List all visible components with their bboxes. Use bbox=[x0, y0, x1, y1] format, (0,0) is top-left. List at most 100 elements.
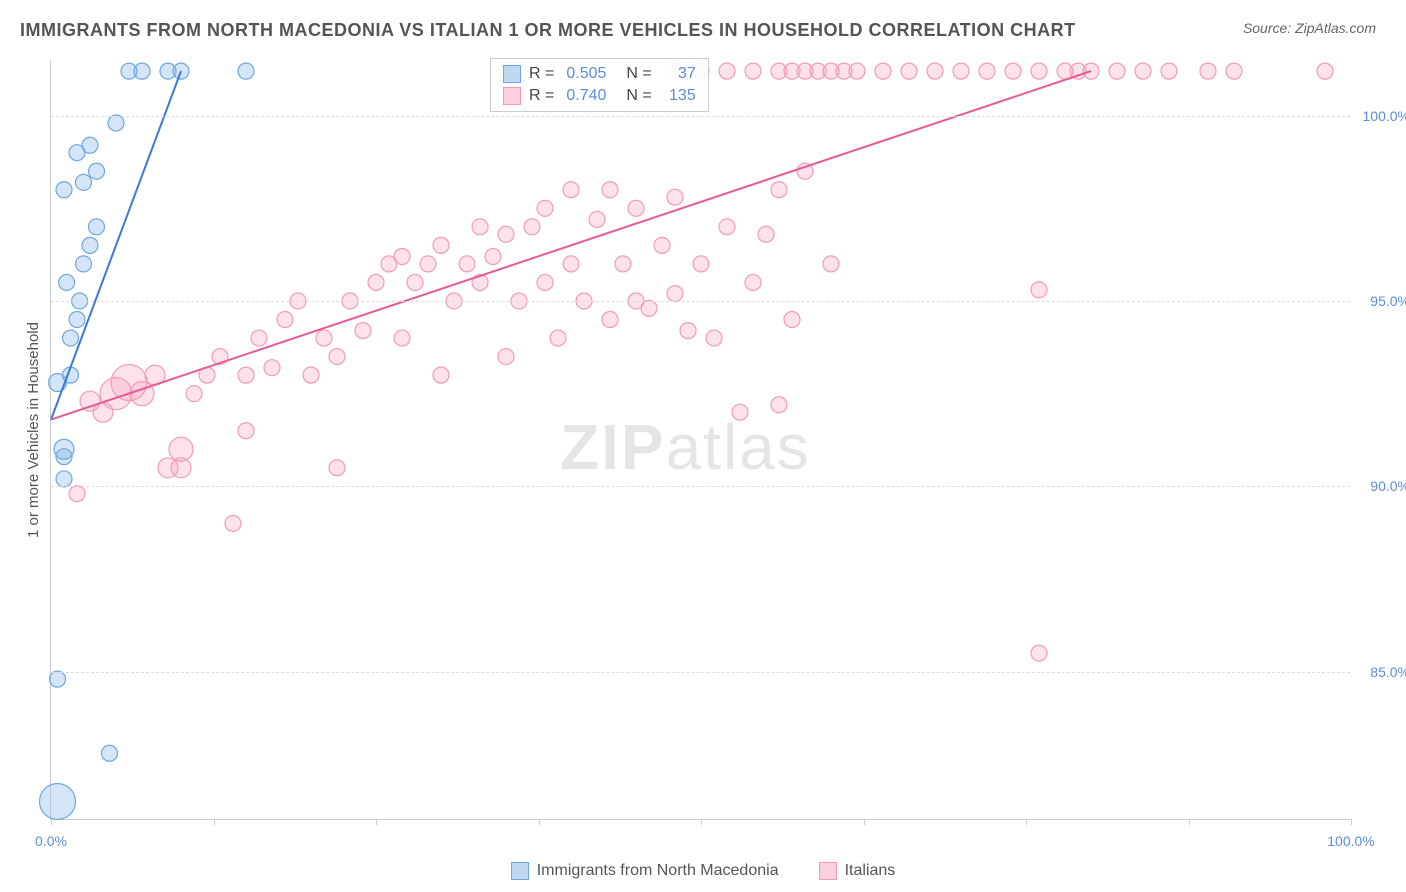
data-point bbox=[238, 367, 254, 383]
legend-swatch bbox=[503, 87, 521, 105]
data-point bbox=[368, 274, 384, 290]
chart-header: IMMIGRANTS FROM NORTH MACEDONIA VS ITALI… bbox=[0, 0, 1406, 51]
data-point bbox=[186, 386, 202, 402]
legend-r-value: 0.505 bbox=[566, 65, 606, 83]
data-point bbox=[1200, 63, 1216, 79]
data-point bbox=[54, 439, 74, 459]
data-point bbox=[69, 486, 85, 502]
data-point bbox=[76, 174, 92, 190]
x-tick bbox=[864, 819, 865, 825]
data-point bbox=[329, 349, 345, 365]
data-point bbox=[680, 323, 696, 339]
series-legend-item: Immigrants from North Macedonia bbox=[511, 862, 779, 880]
y-tick-label: 100.0% bbox=[1363, 108, 1406, 124]
legend-row: R = 0.740 N = 135 bbox=[503, 85, 696, 107]
data-point bbox=[1031, 282, 1047, 298]
data-point bbox=[1031, 63, 1047, 79]
series-legend-label: Immigrants from North Macedonia bbox=[537, 862, 779, 880]
data-point bbox=[771, 397, 787, 413]
data-point bbox=[498, 349, 514, 365]
data-point bbox=[758, 226, 774, 242]
data-point bbox=[953, 63, 969, 79]
data-point bbox=[82, 137, 98, 153]
x-tick-label: 100.0% bbox=[1327, 833, 1374, 849]
data-point bbox=[56, 182, 72, 198]
data-point bbox=[394, 248, 410, 264]
data-point bbox=[654, 237, 670, 253]
data-point bbox=[56, 471, 72, 487]
legend-n-value: 37 bbox=[664, 65, 696, 83]
legend-r-label: R = bbox=[529, 65, 554, 83]
data-point bbox=[1161, 63, 1177, 79]
data-point bbox=[979, 63, 995, 79]
data-point bbox=[407, 274, 423, 290]
x-tick bbox=[1189, 819, 1190, 825]
legend-n-label: N = bbox=[626, 87, 651, 105]
data-point bbox=[433, 367, 449, 383]
data-point bbox=[472, 219, 488, 235]
data-point bbox=[719, 219, 735, 235]
data-point bbox=[667, 189, 683, 205]
series-legend-label: Italians bbox=[845, 862, 896, 880]
data-point bbox=[59, 274, 75, 290]
y-axis-label: 1 or more Vehicles in Household bbox=[25, 322, 42, 538]
y-tick-label: 95.0% bbox=[1370, 293, 1406, 309]
gridline bbox=[51, 301, 1350, 302]
data-point bbox=[537, 200, 553, 216]
series-legend-item: Italians bbox=[819, 862, 896, 880]
legend-swatch bbox=[511, 862, 529, 880]
data-point bbox=[563, 256, 579, 272]
data-point bbox=[277, 312, 293, 328]
data-point bbox=[498, 226, 514, 242]
trendline bbox=[51, 71, 1091, 419]
data-point bbox=[693, 256, 709, 272]
gridline bbox=[51, 116, 1350, 117]
scatter-svg bbox=[51, 60, 1350, 819]
x-tick-label: 0.0% bbox=[35, 833, 67, 849]
data-point bbox=[459, 256, 475, 272]
x-tick bbox=[376, 819, 377, 825]
legend-row: R =0.505N =37 bbox=[503, 63, 696, 85]
data-point bbox=[69, 312, 85, 328]
data-point bbox=[784, 312, 800, 328]
legend-n-value: 135 bbox=[664, 87, 696, 105]
data-point bbox=[524, 219, 540, 235]
data-point bbox=[615, 256, 631, 272]
data-point bbox=[1109, 63, 1125, 79]
data-point bbox=[602, 182, 618, 198]
data-point bbox=[875, 63, 891, 79]
data-point bbox=[485, 248, 501, 264]
data-point bbox=[40, 783, 76, 819]
data-point bbox=[264, 360, 280, 376]
data-point bbox=[1031, 645, 1047, 661]
y-tick-label: 85.0% bbox=[1370, 664, 1406, 680]
data-point bbox=[745, 274, 761, 290]
chart-plot-area: 85.0%90.0%95.0%100.0%0.0%100.0% bbox=[50, 60, 1350, 820]
data-point bbox=[420, 256, 436, 272]
data-point bbox=[303, 367, 319, 383]
data-point bbox=[706, 330, 722, 346]
data-point bbox=[667, 286, 683, 302]
data-point bbox=[433, 237, 449, 253]
data-point bbox=[355, 323, 371, 339]
chart-source: Source: ZipAtlas.com bbox=[1243, 20, 1376, 36]
legend-r-value: 0.740 bbox=[566, 87, 606, 105]
data-point bbox=[550, 330, 566, 346]
data-point bbox=[901, 63, 917, 79]
data-point bbox=[89, 219, 105, 235]
data-point bbox=[628, 200, 644, 216]
legend-r-label: R = bbox=[529, 87, 554, 105]
data-point bbox=[316, 330, 332, 346]
data-point bbox=[329, 460, 345, 476]
data-point bbox=[173, 63, 189, 79]
data-point bbox=[108, 115, 124, 131]
y-tick-label: 90.0% bbox=[1370, 478, 1406, 494]
data-point bbox=[537, 274, 553, 290]
data-point bbox=[823, 256, 839, 272]
gridline bbox=[51, 486, 1350, 487]
legend-swatch bbox=[819, 862, 837, 880]
legend-swatch bbox=[503, 65, 521, 83]
data-point bbox=[50, 671, 66, 687]
data-point bbox=[238, 63, 254, 79]
data-point bbox=[732, 404, 748, 420]
